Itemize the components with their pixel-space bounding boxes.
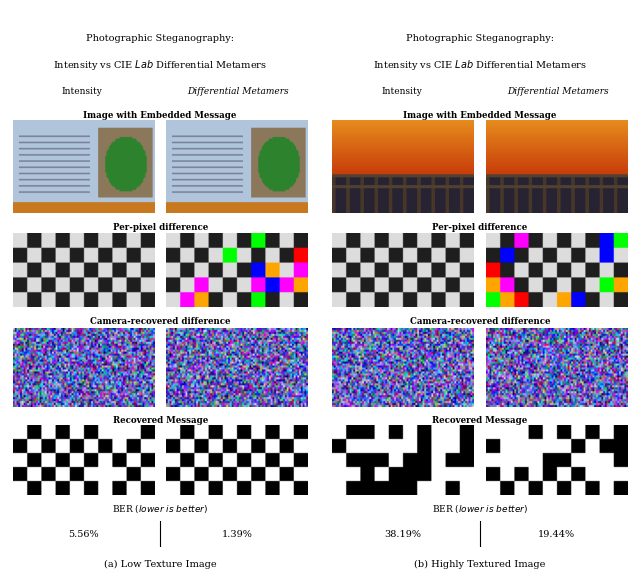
Text: Differential Metamers: Differential Metamers [507, 87, 609, 96]
Text: Differential Metamers: Differential Metamers [188, 87, 289, 96]
Text: Intensity: Intensity [61, 87, 102, 96]
Text: Intensity: Intensity [381, 87, 422, 96]
Text: 38.19%: 38.19% [385, 529, 422, 539]
Text: Recovered Message: Recovered Message [113, 416, 208, 425]
Text: Image with Embedded Message: Image with Embedded Message [403, 111, 557, 120]
Text: (b) Highly Textured Image: (b) Highly Textured Image [414, 560, 546, 569]
Text: Camera-recovered difference: Camera-recovered difference [410, 317, 550, 326]
Text: Camera-recovered difference: Camera-recovered difference [90, 317, 230, 326]
Text: Recovered Message: Recovered Message [432, 416, 527, 425]
Text: Image with Embedded Message: Image with Embedded Message [83, 111, 237, 120]
Text: Intensity vs CIE $\mathit{Lab}$ Differential Metamers: Intensity vs CIE $\mathit{Lab}$ Differen… [373, 58, 587, 71]
Text: (a) Low Texture Image: (a) Low Texture Image [104, 560, 216, 569]
Text: Per-pixel difference: Per-pixel difference [432, 223, 527, 232]
Text: BER $\mathit{(lower\ is\ better)}$: BER $\mathit{(lower\ is\ better)}$ [432, 503, 528, 515]
Text: Per-pixel difference: Per-pixel difference [113, 223, 208, 232]
Text: 1.39%: 1.39% [221, 529, 252, 539]
Text: 5.56%: 5.56% [68, 529, 99, 539]
Text: Intensity vs CIE $\mathit{Lab}$ Differential Metamers: Intensity vs CIE $\mathit{Lab}$ Differen… [53, 58, 267, 71]
Text: Photographic Steganography:: Photographic Steganography: [86, 34, 234, 43]
Text: 19.44%: 19.44% [538, 529, 575, 539]
Text: BER $\mathit{(lower\ is\ better)}$: BER $\mathit{(lower\ is\ better)}$ [112, 503, 208, 515]
Text: Photographic Steganography:: Photographic Steganography: [406, 34, 554, 43]
